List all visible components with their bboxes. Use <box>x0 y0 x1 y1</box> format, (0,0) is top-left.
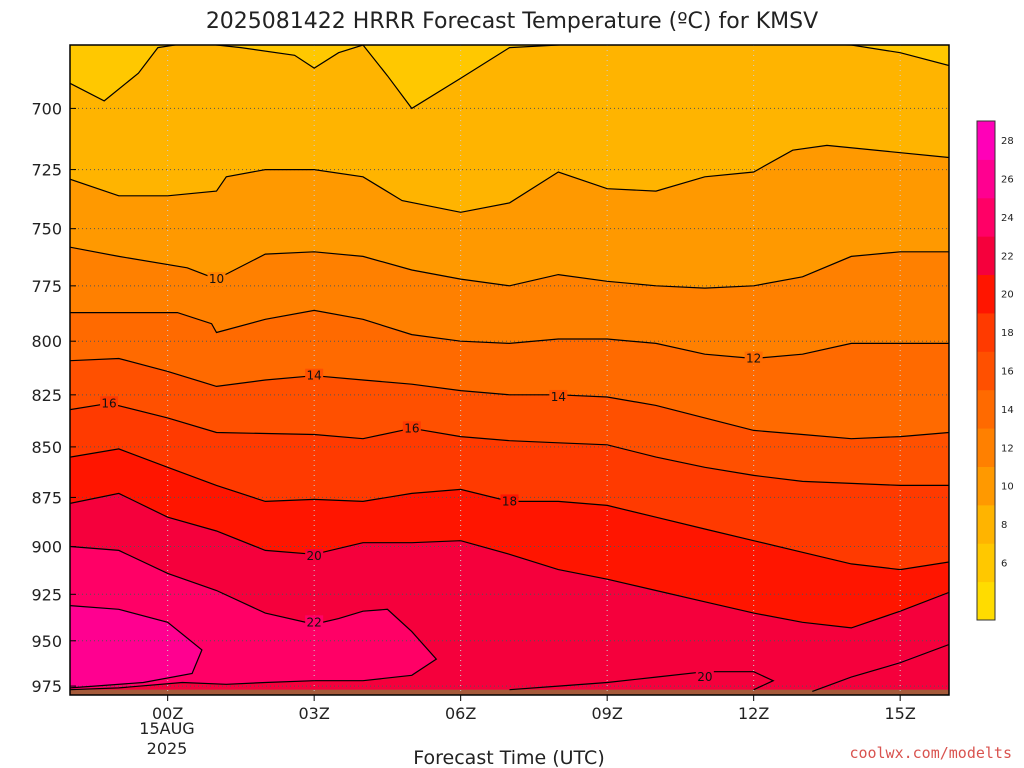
colorbar-segment-11 <box>977 159 995 199</box>
colorbar-label-12: 12 <box>1001 443 1014 454</box>
y-tick-label-975: 975 <box>31 677 62 696</box>
y-tick-label-725: 725 <box>31 161 62 180</box>
isotherm-20-10 <box>509 671 775 691</box>
contour-label-bg-5 <box>402 421 421 436</box>
plot-frame <box>69 44 950 696</box>
contour-label-bg-2 <box>305 368 324 383</box>
colorbar-segment-12 <box>977 121 995 160</box>
colorbar-segment-10 <box>977 197 995 237</box>
contour-label-bg-1 <box>744 351 763 366</box>
plot-area <box>70 45 949 695</box>
colorbar-segment-1 <box>977 543 995 583</box>
colorbar-label-22: 22 <box>1001 251 1014 262</box>
isotherm-24-9 <box>70 605 203 689</box>
colorbar-label-6: 6 <box>1001 558 1007 569</box>
y-tick-label-950: 950 <box>31 632 62 651</box>
colorbar-segment-3 <box>977 466 995 506</box>
contour-label-10: 10 <box>209 272 224 286</box>
contour-label-22: 22 <box>307 615 322 629</box>
colorbar-label-28: 28 <box>1001 136 1014 147</box>
contour-label-16: 16 <box>101 396 116 410</box>
isotherm-6-0 <box>70 45 949 110</box>
colorbar-label-8: 8 <box>1001 520 1007 531</box>
isotherm-lines <box>70 45 949 692</box>
y-tick-label-775: 775 <box>31 277 62 296</box>
colorbar-label-16: 16 <box>1001 367 1014 378</box>
colorbar-segment-5 <box>977 389 995 429</box>
fill-band-24 <box>70 605 202 688</box>
contour-label-bg-8 <box>305 615 324 630</box>
x-tick-label-09Z: 09Z <box>592 704 623 723</box>
x-axis-label: Forecast Time (UTC) <box>413 747 604 768</box>
y-tick-label-825: 825 <box>31 386 62 405</box>
contour-label-bg-9 <box>695 670 714 685</box>
contour-label-16: 16 <box>404 421 419 435</box>
y-tick-label-900: 900 <box>31 538 62 557</box>
y-tick-label-750: 750 <box>31 220 62 239</box>
y-tick-label-800: 800 <box>31 332 62 351</box>
colorbar-segment-8 <box>977 274 995 314</box>
colorbar-segment-9 <box>977 236 995 276</box>
colorbar-segment-4 <box>977 428 995 467</box>
x-tick-label-03Z: 03Z <box>299 704 330 723</box>
contour-labels: 10 12 14 14 16 16 18 20 22 20 <box>100 272 763 685</box>
isotherm-20-7 <box>70 492 949 629</box>
x-axis: 00Z 03Z 06Z 09Z 12Z 15Z <box>152 695 916 723</box>
y-axis: 700 725 750 775 800 825 850 875 900 925 950 975 <box>31 99 76 696</box>
colorbar-label-26: 26 <box>1001 175 1014 186</box>
ground-surface <box>70 689 949 695</box>
x-tick-label-06Z: 06Z <box>445 704 476 723</box>
y-tick-label-700: 700 <box>31 99 62 118</box>
colorbar: 6 8 10 12 14 16 18 20 22 24 26 28 <box>976 120 1014 621</box>
contour-label-14: 14 <box>551 390 566 404</box>
isotherm-14-4 <box>70 357 949 440</box>
y-tick-label-925: 925 <box>31 585 62 604</box>
colorbar-segment-6 <box>977 351 995 391</box>
colorbar-label-24: 24 <box>1001 213 1014 224</box>
x-date-year: 2025 <box>147 739 188 758</box>
chart-title: 2025081422 HRRR Forecast Temperature (ºC… <box>206 9 818 34</box>
contour-label-12: 12 <box>746 352 761 366</box>
colorbar-frame <box>976 120 996 621</box>
x-tick-label-00Z: 00Z <box>152 704 183 723</box>
contour-label-bg-7 <box>305 549 324 564</box>
colorbar-label-18: 18 <box>1001 328 1014 339</box>
contour-label-18: 18 <box>502 494 517 508</box>
colorbar-segment-0 <box>977 581 995 621</box>
y-tick-label-850: 850 <box>31 438 62 457</box>
x-tick-label-15Z: 15Z <box>885 704 916 723</box>
contour-label-20: 20 <box>307 549 322 563</box>
colorbar-segment-2 <box>977 504 995 544</box>
contour-label-bg-4 <box>100 396 119 411</box>
isotherm-22-8 <box>70 545 438 691</box>
isotherm-8-1 <box>70 144 949 213</box>
x-tick-label-12Z: 12Z <box>738 704 769 723</box>
y-tick-label-875: 875 <box>31 488 62 507</box>
contour-label-bg-0 <box>207 272 226 287</box>
colorbar-label-10: 10 <box>1001 482 1014 493</box>
colorbar-label-14: 14 <box>1001 405 1014 416</box>
contour-label-bg-6 <box>500 494 519 509</box>
x-date-day: 15AUG <box>139 719 194 738</box>
contour-label-14: 14 <box>307 369 322 383</box>
contour-label-20: 20 <box>697 670 712 684</box>
isotherm-16-5 <box>70 402 949 486</box>
credit-text: coolwx.com/modelts <box>849 744 1012 762</box>
colorbar-label-20: 20 <box>1001 290 1014 301</box>
colorbar-segment-7 <box>977 312 995 352</box>
isotherm-22-11 <box>812 643 949 692</box>
contour-label-bg-3 <box>549 389 568 404</box>
